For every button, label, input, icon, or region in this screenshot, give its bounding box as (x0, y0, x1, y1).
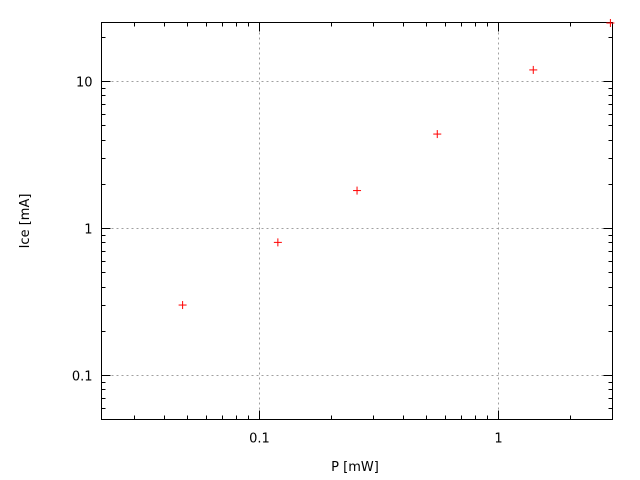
x-tick-label: 1 (494, 432, 502, 447)
data-point (433, 130, 442, 139)
y-tick-label: 10 (76, 76, 93, 91)
data-point (178, 301, 187, 310)
data-point (273, 238, 282, 247)
data-point (606, 19, 615, 28)
x-axis-label: P [mW] (331, 460, 379, 475)
x-tick-label: 0.1 (249, 432, 270, 447)
y-tick-label: 1 (84, 223, 92, 238)
tick-labels: 0.1 1 0.1 1 10 (72, 76, 503, 447)
y-tick-label: 0.1 (72, 370, 93, 385)
grid (101, 22, 613, 420)
data-points (178, 19, 615, 310)
plot-frame (101, 22, 613, 420)
data-point (529, 65, 538, 74)
data-point (353, 186, 362, 195)
ticks (101, 22, 613, 420)
y-axis-label: Ice [mA] (18, 194, 33, 249)
